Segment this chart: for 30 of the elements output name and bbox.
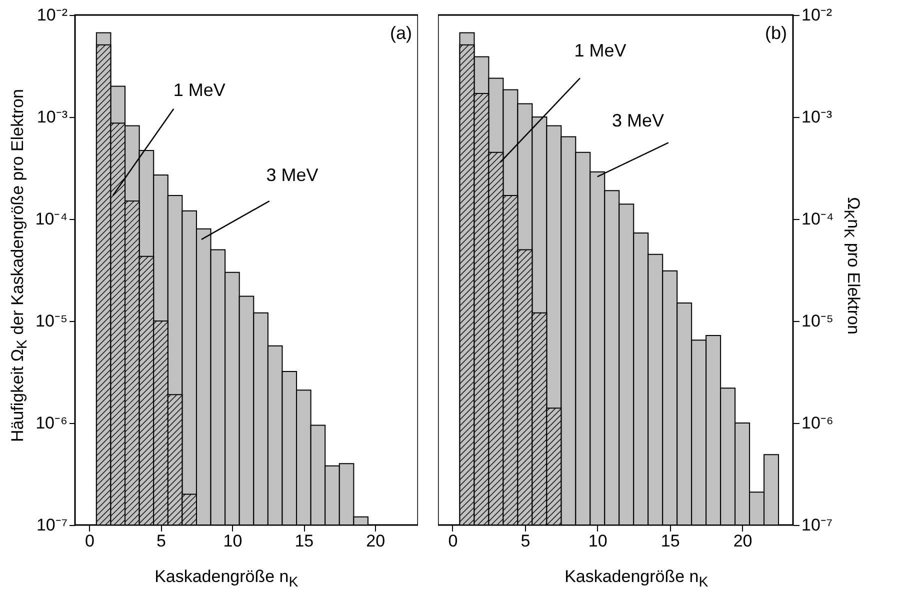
text: 1 MeV — [574, 40, 627, 60]
y-tick-label: 10⁻⁴ — [36, 210, 68, 228]
annotation: (b) — [765, 23, 788, 43]
y2-tick-label: 10⁻² — [802, 6, 833, 24]
y2-tick-label: 10⁻⁵ — [802, 312, 834, 330]
y2-tick-label: 10⁻³ — [802, 108, 833, 126]
y-tick-label: 10⁻⁶ — [36, 414, 68, 432]
x-tick-label: 0 — [448, 532, 458, 550]
x-tick-label: 10 — [224, 532, 243, 550]
x-tick-label: 0 — [85, 532, 95, 550]
text: 3 MeV — [266, 165, 319, 186]
x-tick-label: 20 — [734, 532, 753, 550]
x-axis-title: Kaskadengröße n$_{K}$ — [564, 567, 710, 590]
x-tick-label: 20 — [366, 532, 386, 550]
y2-tick-label: 10⁻⁶ — [802, 414, 834, 432]
series-label: 3 MeV — [612, 110, 664, 130]
x-tick-label: 5 — [156, 532, 166, 550]
text: 1 MeV — [174, 80, 226, 100]
y-tick-label: 10⁻³ — [37, 108, 68, 126]
y-tick-label: 10⁻⁷ — [36, 516, 68, 534]
y2-tick-label: 10⁻⁷ — [802, 516, 833, 534]
y-tick-label: 10⁻⁵ — [36, 312, 68, 330]
y-tick-label: 10⁻² — [37, 6, 68, 24]
x-tick-label: 15 — [661, 532, 680, 550]
x-tick-label: 15 — [295, 532, 314, 550]
annotation: (a) — [390, 23, 412, 43]
x-tick-label: 10 — [588, 532, 608, 550]
y2-tick-label: 10⁻⁴ — [802, 210, 834, 228]
x-tick-label: 5 — [521, 532, 531, 550]
x-axis-title: Kaskadengröße n$_{K}$ — [154, 567, 300, 590]
